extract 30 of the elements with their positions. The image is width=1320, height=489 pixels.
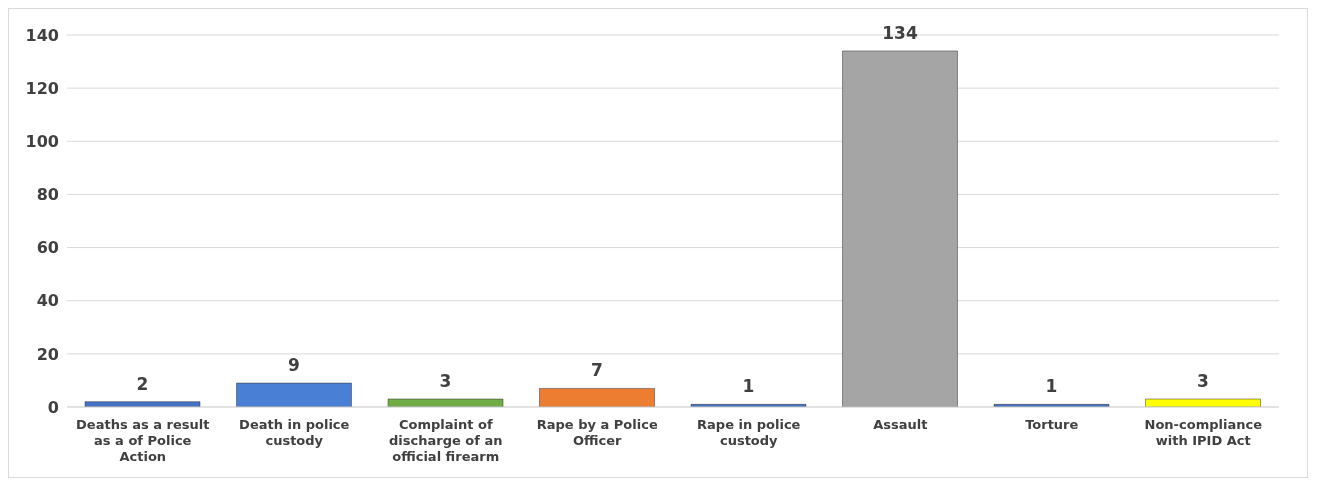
x-tick-label: Complaint of discharge of an official firearm <box>389 417 503 464</box>
x-tick-label: Assault <box>873 417 928 432</box>
bar <box>387 398 504 407</box>
data-label: 1 <box>1045 376 1058 397</box>
y-tick-label: 100 <box>25 131 59 151</box>
x-tick-label: Rape by a Police Officer <box>536 417 658 448</box>
x-tick-label: Torture <box>1025 417 1079 432</box>
data-label: 2 <box>136 373 149 394</box>
data-label: 9 <box>288 355 300 376</box>
bar <box>84 401 201 407</box>
data-label: 134 <box>882 22 918 43</box>
x-tick-label: Deaths as a result as a of Police Action <box>76 417 210 464</box>
y-tick-label: 140 <box>25 25 59 45</box>
y-tick-label: 60 <box>36 238 59 258</box>
y-tick-label: 120 <box>25 78 59 98</box>
x-tick-label: Non-compliance with IPID Act <box>1144 417 1263 448</box>
bar <box>539 388 655 407</box>
bar <box>1145 398 1261 407</box>
y-tick-label: 0 <box>47 397 59 417</box>
data-label: 3 <box>439 371 452 392</box>
y-tick-label: 80 <box>36 185 59 205</box>
bar <box>236 382 352 407</box>
x-tick-label: Death in police custody <box>239 417 350 448</box>
data-label: 3 <box>1197 371 1209 392</box>
data-label: 1 <box>742 376 755 397</box>
bar <box>842 50 958 407</box>
data-label: 7 <box>591 360 603 381</box>
x-tick-label: Rape in police custody <box>697 417 801 448</box>
y-tick-label: 20 <box>36 344 59 364</box>
y-tick-label: 40 <box>36 291 59 311</box>
